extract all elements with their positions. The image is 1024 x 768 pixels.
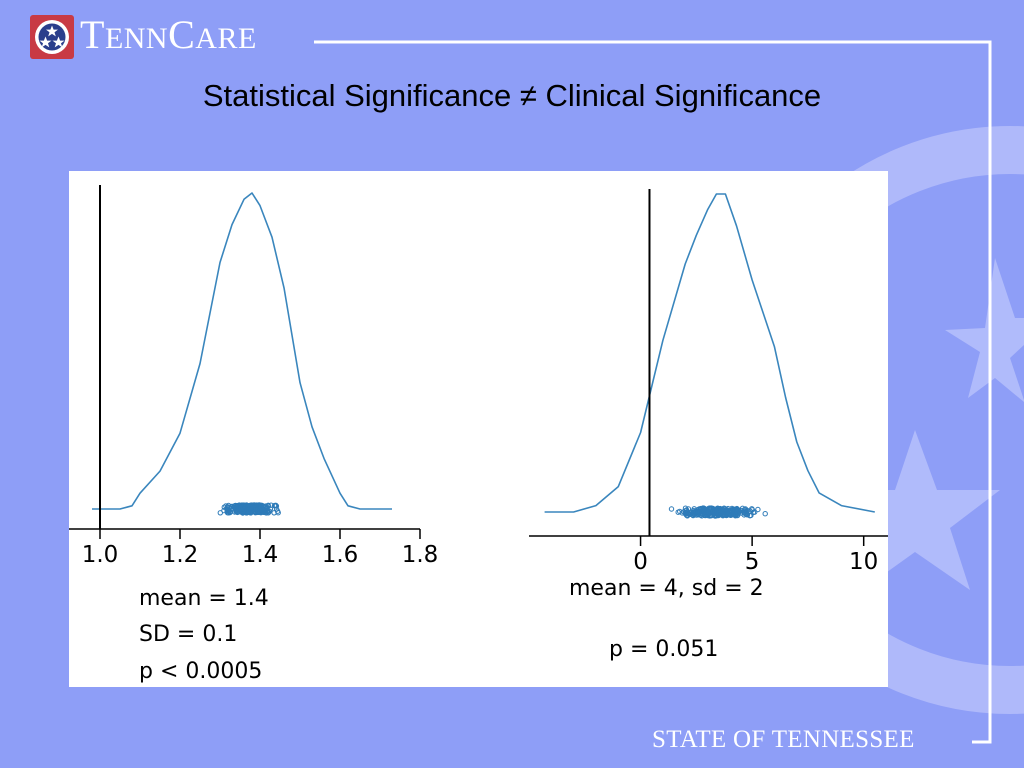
data-point-2 (718, 512, 724, 518)
logo-wordmark: TENNCARE (80, 12, 257, 57)
data-point-1 (232, 509, 238, 515)
data-point-2 (677, 508, 683, 515)
data-point-2 (706, 509, 712, 515)
stat-annotation-2-2: p = 0.051 (609, 637, 718, 662)
x-tick-label-2-1: 0 (633, 549, 648, 575)
data-point-1 (274, 508, 281, 514)
data-point-1 (259, 507, 266, 513)
chart-panel: 1.0 1.2 1.4 1.6 1.8 mean = 1.4 SD = 0.1 p < 0.0… (69, 171, 888, 687)
x-tick-label-1-2: 1.2 (162, 542, 199, 568)
data-point-2 (724, 512, 730, 518)
data-point-2 (736, 507, 742, 513)
data-point-2 (684, 512, 690, 519)
data-point-2 (711, 507, 717, 514)
data-point-1 (223, 503, 229, 509)
data-point-1 (228, 503, 235, 510)
density-curve-1 (92, 192, 392, 510)
tristar-icon (30, 15, 74, 59)
data-point-2 (668, 506, 675, 512)
x-tick-label-1-3: 1.4 (242, 542, 279, 568)
slide-title: Statistical Significance ≠ Clinical Sign… (202, 78, 822, 113)
x-tick-label-1-5: 1.8 (402, 542, 439, 568)
data-point-1 (245, 505, 251, 511)
data-point-1 (249, 502, 255, 508)
x-tick-label-1-1: 1.0 (82, 542, 119, 568)
x-tick-label-2-3: 10 (849, 549, 878, 575)
data-point-2 (729, 512, 736, 518)
x-tick-label-2-2: 5 (745, 549, 760, 575)
data-point-1 (244, 507, 251, 514)
data-point-2 (724, 507, 731, 513)
data-point-1 (225, 508, 231, 514)
data-point-2 (683, 509, 689, 516)
data-point-2 (706, 513, 713, 519)
data-point-2 (700, 509, 706, 515)
data-point-2 (742, 511, 749, 517)
data-point-2 (718, 506, 725, 512)
data-point-1 (248, 505, 254, 511)
stat-annotation-2-1: mean = 4, sd = 2 (569, 576, 764, 601)
footer-state-label: STATE OF TENNESSEE (652, 726, 915, 753)
data-point-1 (273, 503, 280, 509)
data-point-2 (750, 509, 757, 516)
data-point-2 (742, 508, 749, 514)
data-point-1 (240, 510, 246, 516)
data-point-2 (687, 511, 693, 517)
data-point-2 (721, 507, 728, 513)
data-point-2 (762, 511, 768, 517)
tenncare-logo: TENNCARE (30, 12, 257, 60)
data-point-2 (683, 507, 690, 513)
density-curve-2 (544, 193, 875, 513)
data-point-2 (755, 506, 761, 513)
data-point-2 (716, 506, 722, 513)
data-point-2 (691, 509, 697, 516)
data-point-1 (225, 502, 232, 509)
data-point-1 (268, 502, 274, 508)
data-point-1 (238, 504, 245, 511)
data-point-2 (690, 512, 696, 519)
data-point-1 (217, 510, 224, 516)
data-point-2 (694, 509, 700, 515)
data-point-1 (231, 503, 238, 509)
density-charts: 1.0 1.2 1.4 1.6 1.8 mean = 1.4 SD = 0.1 p < 0.0… (69, 185, 888, 684)
x-tick-label-1-4: 1.6 (322, 542, 359, 568)
data-point-1 (266, 508, 273, 514)
stat-annotation-1-2: SD = 0.1 (139, 622, 237, 647)
stat-annotation-1-3: p < 0.0005 (139, 659, 262, 684)
data-point-2 (733, 506, 739, 512)
stat-annotation-1-1: mean = 1.4 (139, 586, 269, 611)
